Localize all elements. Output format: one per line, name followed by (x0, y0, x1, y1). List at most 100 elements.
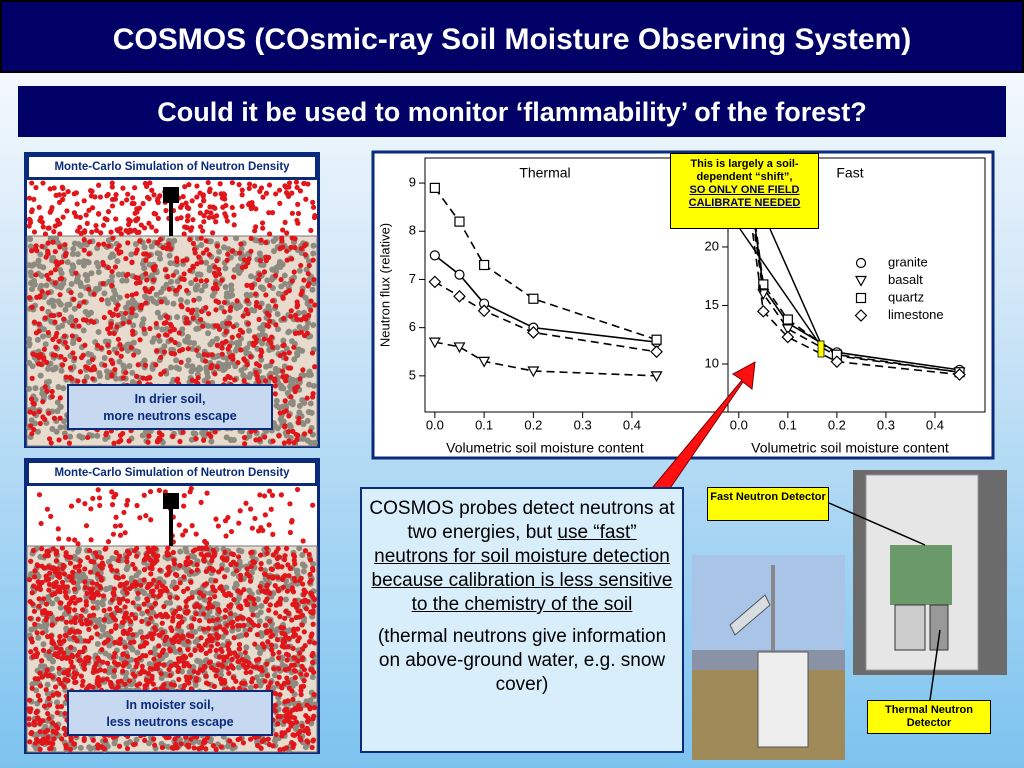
neutron (247, 578, 254, 584)
neutron (75, 378, 81, 384)
neutron (64, 584, 70, 590)
soil-grain (189, 345, 196, 352)
neutron (28, 649, 34, 655)
neutron (110, 654, 117, 660)
neutron (267, 590, 273, 596)
soil-grain (27, 243, 34, 250)
neutron (68, 737, 74, 744)
neutron (93, 624, 99, 630)
neutron (142, 285, 148, 292)
neutron (211, 683, 218, 689)
neutron (36, 717, 42, 723)
neutron (28, 396, 35, 402)
neutron (143, 513, 149, 519)
neutron (212, 264, 218, 270)
x-tick-label: 0.0 (426, 417, 444, 432)
neutron (48, 634, 54, 640)
neutron (151, 656, 157, 662)
legend-marker (855, 257, 867, 269)
neutron (298, 317, 304, 323)
neutron (84, 590, 90, 597)
neutron (311, 640, 318, 646)
neutron (43, 671, 49, 678)
neutron (135, 215, 141, 222)
sensor (163, 493, 179, 509)
neutron (224, 257, 230, 263)
neutron (71, 670, 77, 676)
neutron (156, 661, 162, 667)
soil-grain (310, 250, 317, 257)
legend-marker (854, 275, 868, 287)
neutron (63, 250, 69, 256)
neutron (294, 302, 301, 308)
neutron (203, 545, 209, 551)
neutron (144, 634, 150, 640)
neutron (189, 594, 195, 600)
neutron (180, 429, 186, 435)
marker (477, 304, 491, 318)
neutron (294, 384, 300, 390)
neutron (40, 180, 46, 186)
soil-grain (192, 286, 199, 293)
neutron (67, 629, 73, 636)
neutron (88, 367, 94, 373)
neutron (295, 220, 301, 226)
neutron (36, 204, 42, 210)
soil-grain (310, 242, 317, 249)
neutron (235, 360, 241, 366)
neutron (87, 569, 94, 575)
neutron (94, 631, 100, 637)
neutron (187, 674, 193, 681)
soil-grain (70, 245, 77, 252)
neutron (150, 277, 157, 283)
x-tick-label: 0.4 (926, 417, 944, 432)
neutron (179, 346, 186, 353)
neutron (202, 358, 209, 364)
neutron (59, 545, 66, 551)
neutron (176, 330, 182, 336)
neutron (240, 740, 247, 746)
neutron (269, 210, 276, 216)
neutron (122, 604, 128, 610)
neutron (264, 322, 270, 328)
neutron (177, 646, 183, 653)
neutron (178, 359, 184, 365)
neutron (212, 429, 218, 435)
soil-grain (129, 297, 136, 304)
neutron (61, 192, 67, 198)
neutron (206, 252, 212, 258)
soil-grain (132, 241, 139, 248)
neutron (122, 586, 128, 592)
neutron (52, 319, 58, 325)
neutron (43, 601, 50, 607)
soil-grain (32, 385, 39, 392)
soil-grain (296, 402, 303, 409)
neutron (101, 640, 107, 646)
neutron (83, 617, 90, 623)
neutron (310, 257, 316, 263)
neutron (153, 613, 160, 619)
neutron (105, 637, 111, 643)
neutron (67, 365, 74, 371)
neutron (303, 606, 310, 612)
soil-grain (220, 366, 227, 373)
neutron (90, 495, 96, 502)
neutron (257, 436, 263, 443)
neutron (241, 622, 247, 628)
neutron (142, 683, 148, 689)
neutron (84, 220, 90, 226)
neutron (69, 574, 75, 580)
neutron (71, 741, 78, 747)
neutron (228, 551, 235, 557)
neutron (48, 270, 54, 276)
soil-grain (170, 300, 177, 307)
neutron (62, 677, 68, 683)
neutron (290, 601, 296, 608)
neutron (198, 635, 204, 641)
neutron (279, 238, 285, 244)
neutron (102, 737, 108, 743)
neutron (268, 506, 274, 512)
neutron (141, 643, 147, 649)
caption-line: more neutrons escape (103, 409, 237, 423)
neutron (210, 586, 216, 592)
